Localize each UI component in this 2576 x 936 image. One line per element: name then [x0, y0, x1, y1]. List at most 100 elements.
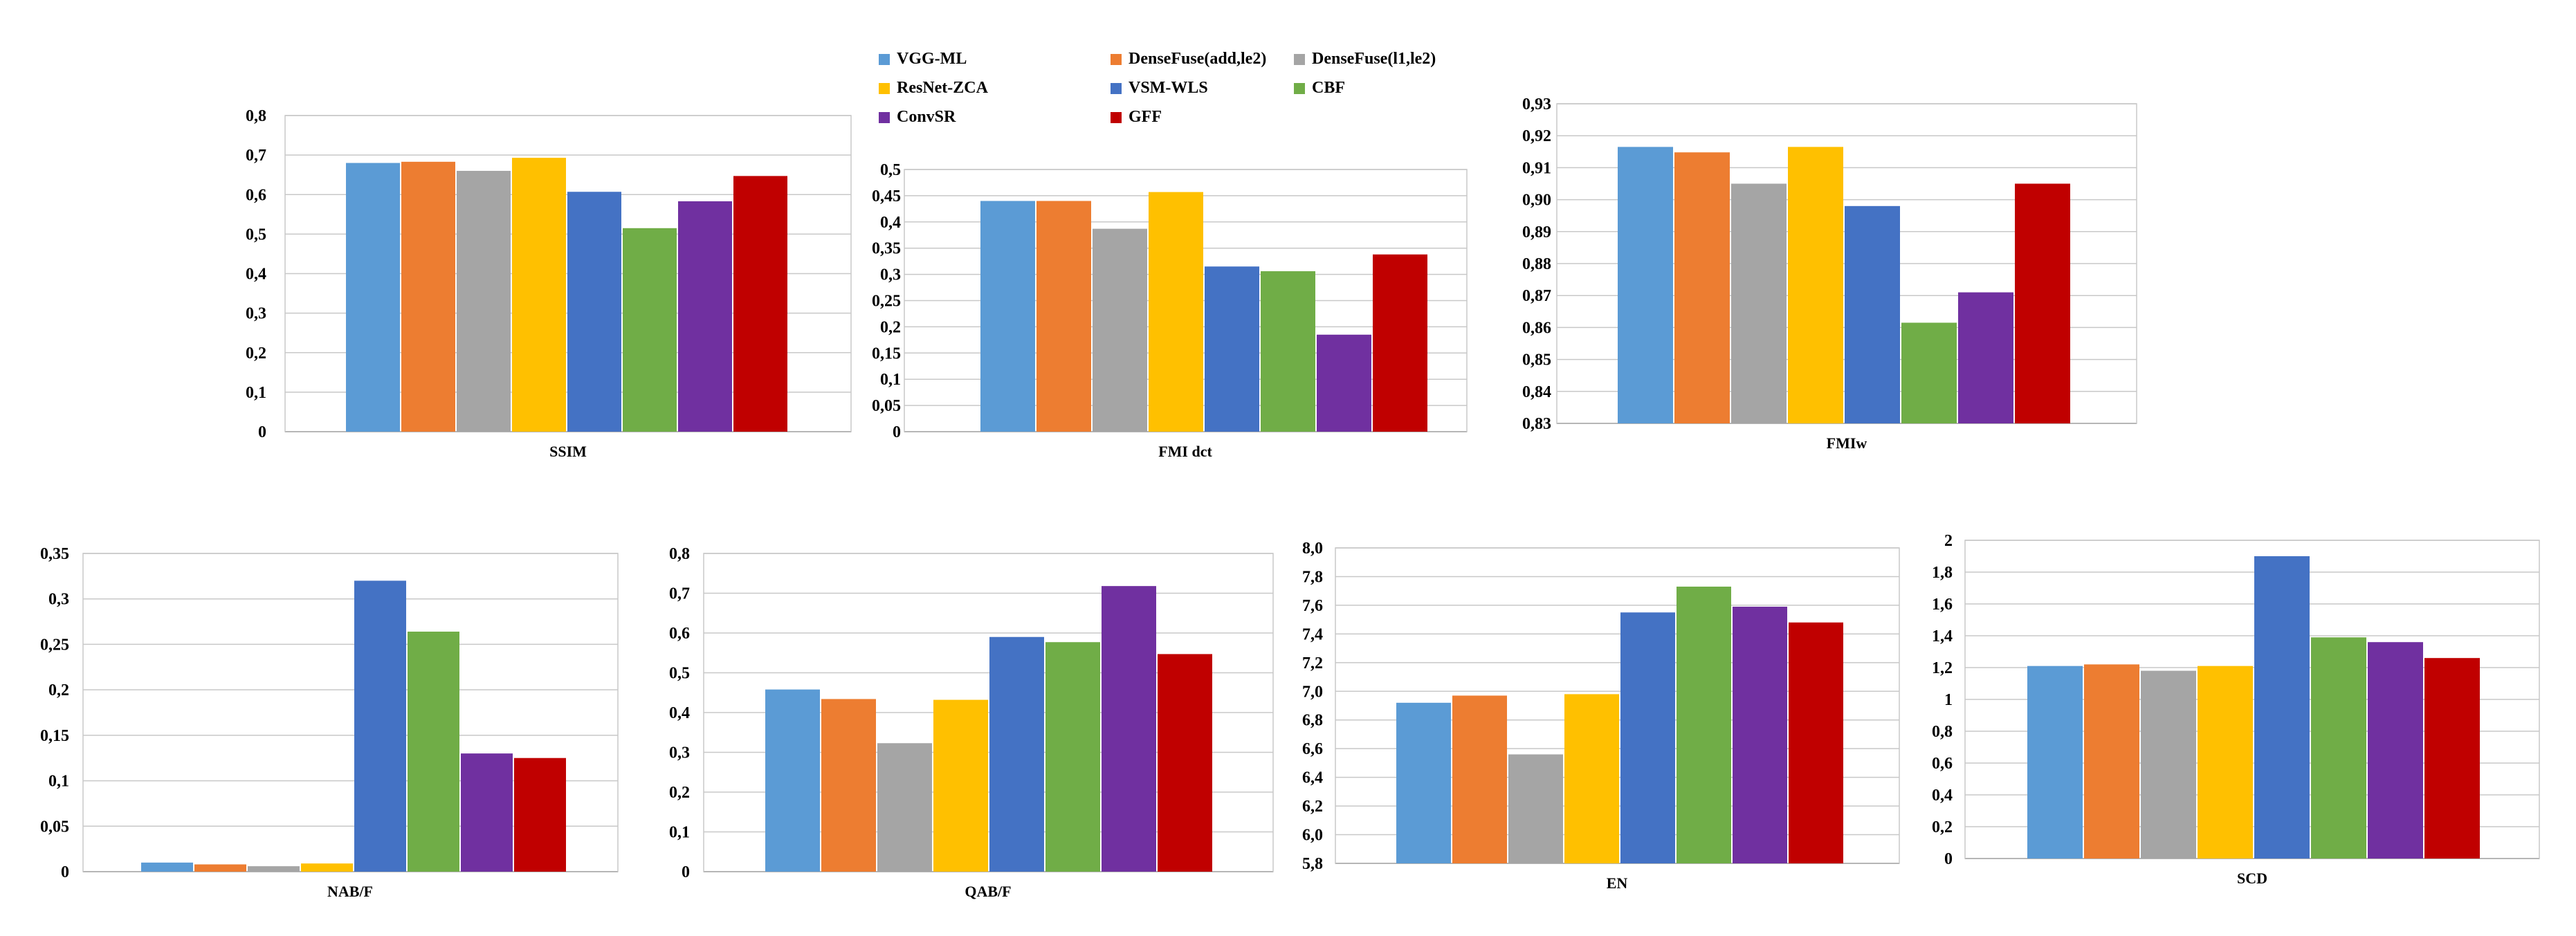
legend: VGG-ML DenseFuse(add,le2) DenseFuse(l1,le2… — [879, 50, 1501, 140]
bar — [1733, 606, 1787, 863]
legend-label: VSM-WLS — [1129, 79, 1208, 97]
x-axis-label: QAB/F — [965, 883, 1011, 900]
legend-swatch — [1111, 53, 1122, 65]
legend-item: GFF — [1111, 108, 1162, 127]
y-tick-label: 0,93 — [1522, 95, 1551, 113]
bar — [141, 862, 193, 872]
legend-label: DenseFuse(l1,le2) — [1312, 50, 1436, 68]
bar — [514, 758, 566, 872]
y-tick-label: 0,87 — [1522, 287, 1551, 305]
bar — [678, 201, 732, 432]
legend-swatch — [879, 82, 890, 94]
legend-label: CBF — [1312, 79, 1345, 97]
y-tick-label: 0,25 — [872, 293, 901, 311]
bar — [2424, 658, 2480, 859]
y-tick-label: 0,1 — [48, 773, 69, 791]
y-tick-label: 0,8 — [246, 107, 266, 125]
y-tick-label: 0 — [61, 863, 69, 881]
bar — [194, 864, 246, 872]
y-tick-label: 0,91 — [1522, 159, 1551, 177]
legend-item: VGG-ML — [879, 50, 967, 68]
y-tick-label: 0,05 — [872, 397, 901, 415]
y-tick-label: 0,6 — [246, 186, 266, 204]
y-tick-label: 6,8 — [1302, 712, 1323, 730]
y-tick-label: 0,2 — [880, 318, 901, 336]
y-tick-label: 0,45 — [872, 187, 901, 205]
bar — [1674, 152, 1730, 423]
legend-label: DenseFuse(add,le2) — [1129, 50, 1267, 68]
y-tick-label: 0,4 — [1932, 787, 1953, 805]
y-tick-label: 0,8 — [1932, 723, 1953, 741]
bar — [2254, 556, 2310, 859]
bar — [567, 192, 621, 432]
y-tick-label: 7,6 — [1302, 597, 1323, 615]
bar — [2084, 664, 2139, 859]
legend-swatch — [879, 111, 890, 123]
y-tick-label: 0,4 — [880, 214, 901, 232]
y-tick-label: 6,6 — [1302, 740, 1323, 758]
bar — [354, 580, 406, 872]
bar — [933, 699, 988, 872]
y-tick-label: 7,2 — [1302, 654, 1323, 672]
legend-item: DenseFuse(add,le2) — [1111, 50, 1266, 68]
chart-fmi-dct: 0 0,05 0,1 0,15 0,2 0,25 0,3 0,35 0,4 0,45 0,5 FMI … — [872, 161, 1468, 460]
legend-swatch — [1111, 82, 1122, 94]
chart-scd: 0 0,2 0,4 0,6 0,8 1 1,2 1,4 1,6 1,8 2 SCD — [1932, 532, 2540, 887]
y-tick-label: 7,0 — [1302, 683, 1323, 701]
bar — [2198, 666, 2253, 859]
bar — [2141, 670, 2196, 859]
bar — [765, 689, 820, 872]
bar — [989, 636, 1044, 872]
y-tick-label: 1 — [1944, 691, 1953, 709]
bar — [1618, 147, 1673, 423]
x-axis-label: EN — [1607, 874, 1628, 892]
legend-label: GFF — [1129, 108, 1162, 126]
bar — [401, 161, 455, 432]
y-tick-label: 0,4 — [246, 266, 266, 284]
bar — [1396, 702, 1451, 863]
bar — [1261, 271, 1315, 432]
y-tick-label: 0,25 — [40, 636, 69, 654]
bar — [1149, 192, 1203, 432]
x-axis-label: FMI dct — [1158, 443, 1212, 460]
x-axis-label: SCD — [2237, 870, 2267, 887]
y-tick-label: 0,5 — [880, 161, 901, 179]
bar — [733, 176, 787, 432]
y-tick-label: 0,5 — [669, 665, 690, 683]
bar — [1901, 322, 1957, 423]
bar — [1205, 266, 1259, 432]
y-tick-label: 0 — [1944, 850, 1953, 868]
y-tick-label: 0,5 — [246, 226, 266, 244]
y-tick-label: 6,2 — [1302, 798, 1323, 816]
y-tick-label: 0,1 — [246, 384, 266, 402]
legend-swatch — [879, 53, 890, 65]
bar — [1102, 586, 1156, 872]
y-tick-label: 0,8 — [669, 545, 690, 563]
legend-item: ResNet-ZCA — [879, 79, 988, 98]
y-tick-label: 7,4 — [1302, 625, 1323, 643]
bar — [512, 158, 566, 432]
legend-label: ResNet-ZCA — [897, 79, 988, 97]
bar — [301, 863, 353, 872]
legend-item: VSM-WLS — [1111, 79, 1208, 98]
bar — [2368, 642, 2423, 859]
legend-label: ConvSR — [897, 108, 956, 126]
bar — [1373, 254, 1427, 432]
y-tick-label: 0,15 — [40, 727, 69, 745]
chart-fmiw: 0,83 0,84 0,85 0,86 0,87 0,88 0,89 0,90 0,91 0,92… — [1522, 95, 2137, 452]
y-tick-label: 0,2 — [246, 345, 266, 363]
legend-item: DenseFuse(l1,le2) — [1294, 50, 1436, 68]
y-tick-label: 1,8 — [1932, 564, 1953, 582]
plot-frame — [703, 553, 1274, 872]
bar — [623, 228, 677, 432]
y-tick-label: 0,84 — [1522, 383, 1551, 401]
bar — [2027, 666, 2083, 859]
bar — [1845, 205, 1900, 423]
y-tick-label: 0,35 — [872, 240, 901, 258]
x-axis-label: NAB/F — [327, 883, 373, 900]
y-tick-label: 0,83 — [1522, 415, 1551, 433]
bar — [248, 866, 300, 872]
bar — [1620, 612, 1675, 863]
bar — [346, 163, 400, 432]
